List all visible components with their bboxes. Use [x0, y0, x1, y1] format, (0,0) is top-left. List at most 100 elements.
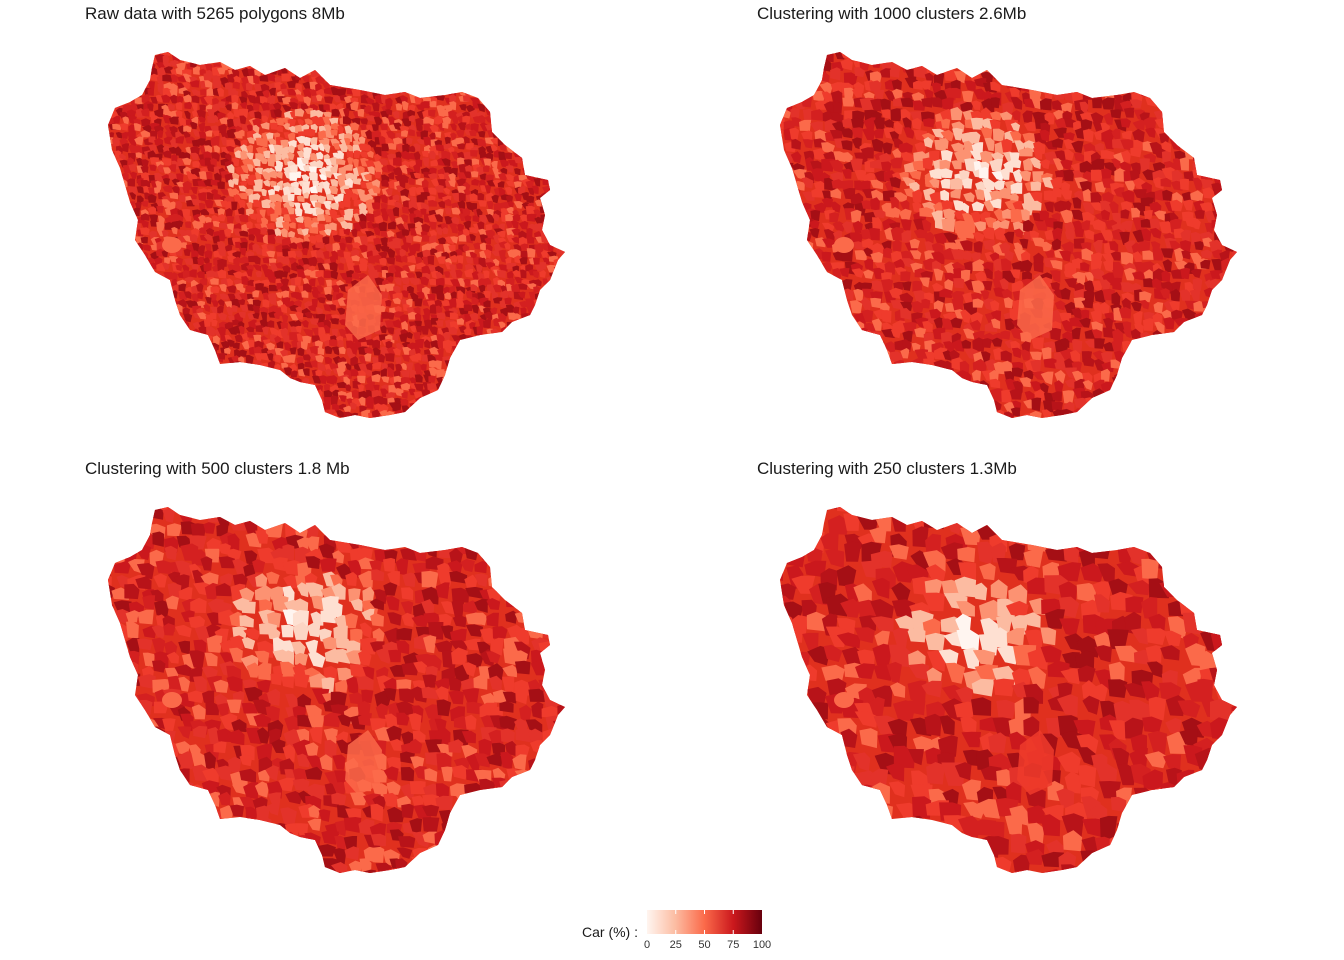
commune-cell	[413, 306, 421, 316]
commune-cell	[525, 146, 534, 157]
commune-cell	[457, 172, 467, 181]
commune-cell	[540, 419, 547, 429]
commune-cell	[154, 137, 164, 147]
commune-cell	[127, 233, 134, 244]
commune-cell	[415, 80, 426, 87]
commune-cell	[569, 389, 578, 397]
commune-cell	[511, 391, 522, 401]
commune-cell	[1233, 58, 1237, 70]
commune-cell	[312, 375, 322, 384]
commune-cell	[804, 52, 818, 59]
commune-cell	[113, 59, 120, 68]
commune-cell	[231, 157, 240, 167]
commune-cell	[114, 381, 124, 391]
commune-cell	[141, 200, 149, 207]
commune-cell	[204, 199, 214, 209]
commune-cell	[191, 250, 199, 259]
commune-cell	[399, 333, 408, 342]
commune-cell	[217, 326, 226, 337]
commune-cell	[134, 283, 142, 292]
commune-cell	[780, 179, 784, 190]
commune-cell	[451, 216, 460, 226]
commune-cell	[414, 353, 422, 361]
commune-cell	[381, 81, 391, 89]
commune-cell	[325, 171, 333, 179]
commune-cell	[121, 208, 130, 215]
commune-cell	[248, 45, 256, 51]
commune-cell	[449, 383, 458, 391]
commune-cell	[570, 206, 579, 213]
commune-cell	[507, 42, 515, 52]
commune-cell	[281, 151, 290, 161]
commune-cell	[231, 102, 239, 110]
commune-cell	[303, 269, 312, 276]
commune-cell	[136, 261, 144, 271]
commune-cell	[494, 339, 504, 348]
commune-cell	[463, 398, 472, 407]
commune-cell	[498, 332, 506, 340]
commune-cell	[421, 179, 429, 189]
commune-cell	[469, 129, 477, 137]
commune-cell	[532, 257, 540, 266]
commune-cell	[246, 38, 254, 46]
commune-cell	[554, 122, 564, 129]
commune-cell	[182, 326, 189, 336]
commune-cell	[437, 201, 445, 209]
commune-cell	[554, 159, 562, 167]
commune-cell	[408, 104, 416, 112]
commune-cell	[400, 423, 408, 432]
commune-cell	[442, 60, 450, 70]
commune-cell	[428, 200, 438, 207]
commune-cell	[161, 199, 170, 209]
commune-cell	[577, 367, 585, 376]
commune-cell	[570, 196, 578, 205]
commune-cell	[401, 290, 409, 298]
commune-cell	[784, 180, 794, 191]
commune-cell	[450, 236, 459, 244]
commune-cell	[475, 390, 484, 399]
commune-cell	[122, 339, 130, 347]
commune-cell	[540, 342, 550, 351]
commune-cell	[192, 220, 199, 230]
commune-cell	[147, 206, 157, 214]
commune-cell	[108, 417, 110, 418]
commune-cell	[471, 271, 479, 281]
commune-cell	[455, 383, 465, 391]
commune-cell	[225, 306, 233, 316]
commune-cell	[507, 420, 516, 427]
commune-cell	[504, 368, 515, 375]
commune-cell	[548, 427, 556, 435]
commune-cell	[562, 143, 565, 152]
commune-cell	[414, 383, 424, 392]
commune-cell	[329, 339, 338, 347]
commune-cell	[339, 67, 348, 77]
commune-cell	[127, 299, 138, 310]
commune-cell	[484, 237, 491, 245]
commune-cell	[395, 425, 402, 435]
commune-cell	[469, 234, 476, 241]
commune-cell	[134, 136, 144, 146]
commune-cell	[204, 349, 213, 358]
commune-cell	[267, 353, 274, 362]
commune-cell	[541, 362, 551, 371]
commune-cell	[532, 389, 541, 398]
commune-cell	[560, 206, 565, 217]
commune-cell	[322, 263, 331, 270]
commune-cell	[337, 150, 344, 160]
commune-cell	[490, 395, 500, 405]
commune-cell	[561, 321, 565, 331]
commune-cell	[540, 52, 551, 56]
commune-cell	[571, 224, 581, 232]
commune-cell	[108, 270, 111, 278]
commune-cell	[381, 143, 390, 152]
commune-cell	[477, 103, 485, 113]
commune-cell	[267, 73, 276, 82]
commune-cell	[534, 111, 543, 122]
commune-cell	[286, 206, 295, 217]
commune-cell	[213, 145, 220, 153]
commune-cell	[1009, 70, 1022, 85]
commune-cell	[529, 89, 539, 97]
commune-cell	[456, 255, 464, 264]
commune-cell	[802, 108, 813, 122]
commune-cell	[780, 87, 791, 99]
